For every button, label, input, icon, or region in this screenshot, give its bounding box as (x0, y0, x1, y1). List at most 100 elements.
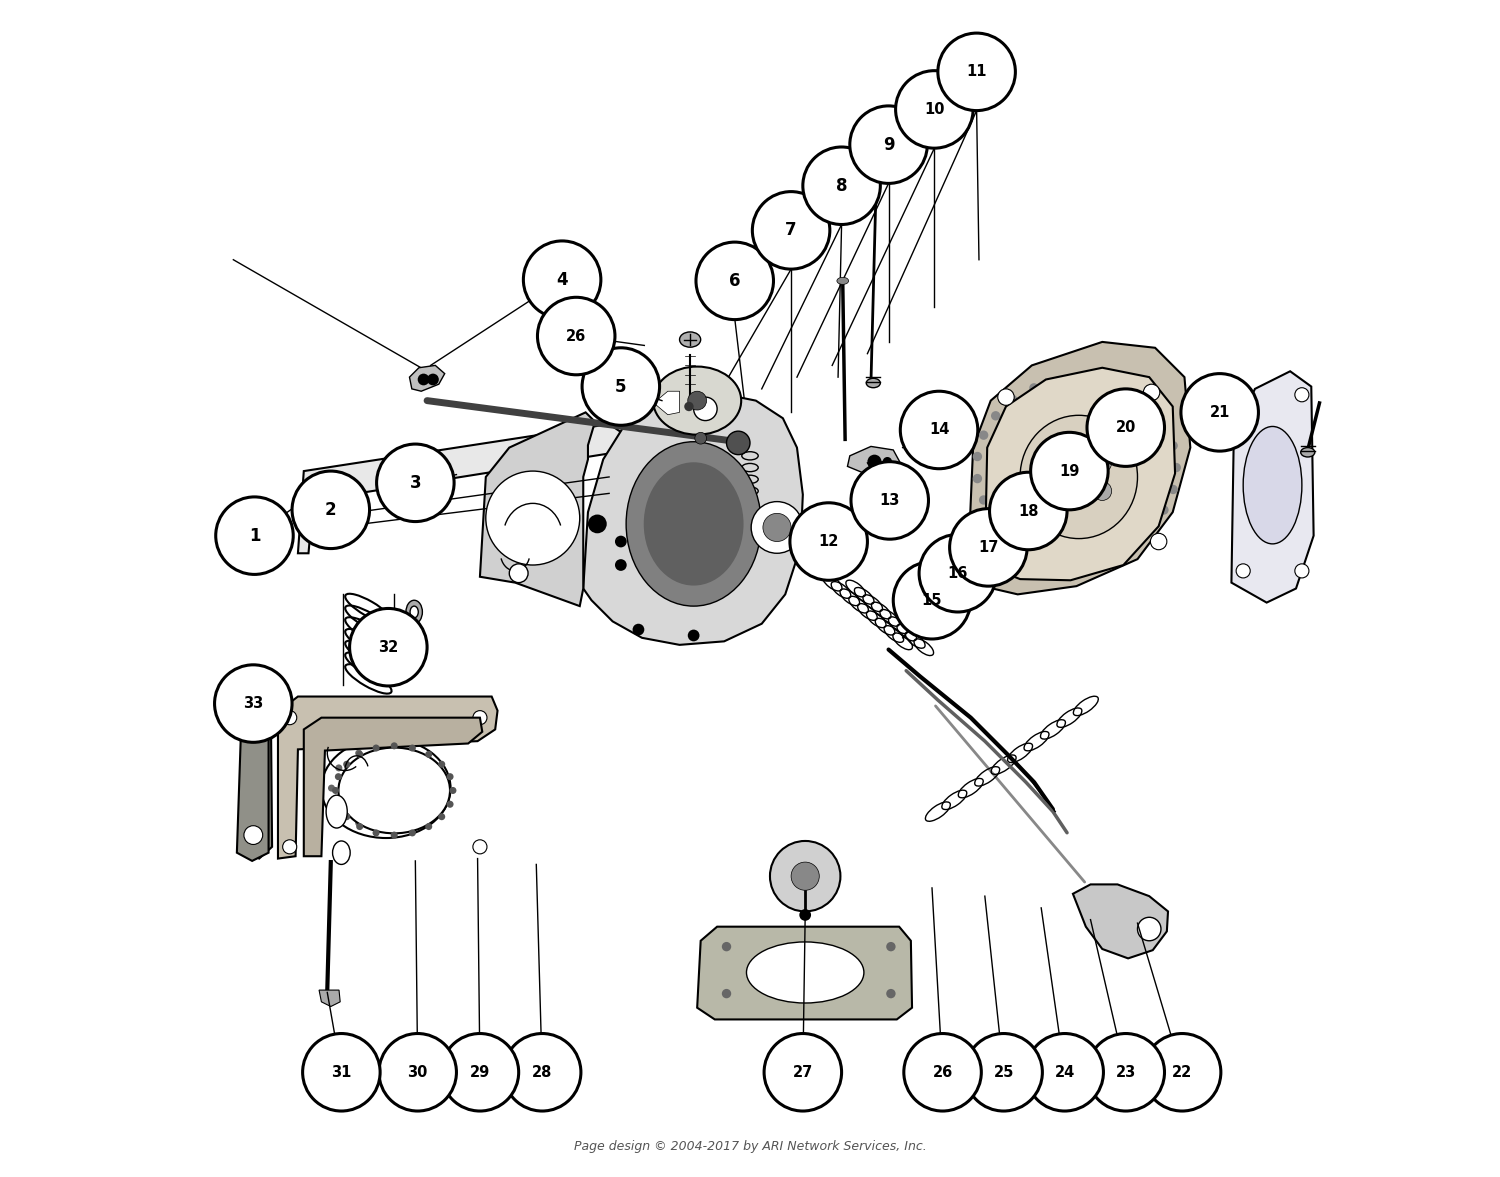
Circle shape (332, 787, 339, 794)
Text: 33: 33 (243, 696, 264, 711)
Polygon shape (584, 391, 802, 645)
Circle shape (1236, 564, 1250, 578)
Circle shape (894, 561, 971, 639)
Circle shape (282, 711, 297, 725)
Circle shape (726, 431, 750, 454)
Ellipse shape (1300, 447, 1316, 457)
Text: 19: 19 (1059, 464, 1080, 479)
Circle shape (1094, 453, 1112, 472)
Ellipse shape (333, 840, 350, 864)
Circle shape (372, 830, 380, 837)
Circle shape (1094, 481, 1112, 500)
Text: 30: 30 (408, 1065, 428, 1079)
Circle shape (436, 785, 444, 792)
Ellipse shape (747, 942, 864, 1003)
Circle shape (356, 819, 363, 826)
Circle shape (998, 545, 1014, 561)
Circle shape (615, 536, 627, 547)
Circle shape (790, 862, 819, 890)
Circle shape (441, 1033, 519, 1111)
Ellipse shape (1020, 415, 1137, 539)
Polygon shape (847, 446, 900, 474)
Polygon shape (968, 341, 1191, 594)
Text: 21: 21 (1209, 405, 1230, 420)
Circle shape (998, 388, 1014, 405)
Circle shape (410, 745, 416, 752)
Circle shape (376, 444, 454, 521)
Circle shape (896, 71, 974, 148)
Circle shape (486, 471, 579, 565)
Polygon shape (654, 391, 680, 414)
Ellipse shape (410, 606, 419, 618)
Circle shape (334, 800, 342, 807)
Circle shape (980, 496, 988, 505)
Text: 18: 18 (1019, 504, 1038, 519)
Circle shape (504, 1033, 580, 1111)
Polygon shape (320, 990, 340, 1006)
Text: 2: 2 (326, 501, 336, 519)
Circle shape (356, 823, 363, 830)
Circle shape (1070, 438, 1088, 457)
Circle shape (882, 457, 892, 466)
Circle shape (1008, 395, 1017, 405)
Circle shape (964, 1033, 1042, 1111)
Polygon shape (238, 714, 272, 858)
Text: 25: 25 (993, 1065, 1014, 1079)
Text: 5: 5 (615, 378, 627, 395)
Circle shape (524, 241, 602, 319)
Circle shape (429, 805, 436, 812)
Text: 6: 6 (729, 272, 741, 290)
Circle shape (1125, 388, 1134, 398)
Circle shape (410, 750, 417, 757)
Circle shape (216, 497, 292, 574)
Circle shape (980, 431, 988, 440)
Ellipse shape (652, 366, 741, 434)
Circle shape (303, 1033, 380, 1111)
Circle shape (1150, 533, 1167, 550)
Circle shape (1180, 373, 1258, 451)
Circle shape (752, 501, 802, 553)
Circle shape (447, 800, 453, 807)
Circle shape (1102, 379, 1112, 388)
Text: 7: 7 (786, 221, 796, 239)
Circle shape (344, 760, 350, 767)
Text: 13: 13 (879, 493, 900, 508)
Circle shape (424, 823, 432, 830)
Ellipse shape (837, 278, 849, 285)
Polygon shape (480, 412, 596, 606)
Text: 17: 17 (978, 540, 999, 554)
Circle shape (950, 508, 1028, 586)
Circle shape (990, 472, 1066, 550)
Circle shape (1144, 403, 1154, 412)
Circle shape (1030, 432, 1108, 510)
Circle shape (336, 764, 342, 771)
Circle shape (356, 750, 363, 757)
Circle shape (344, 813, 350, 820)
Circle shape (972, 474, 982, 484)
Polygon shape (237, 703, 268, 860)
Circle shape (1168, 485, 1178, 494)
Text: 16: 16 (948, 566, 968, 580)
Circle shape (1046, 453, 1065, 472)
Circle shape (867, 454, 882, 468)
Text: 1: 1 (249, 526, 259, 545)
Circle shape (382, 825, 390, 832)
Circle shape (1102, 546, 1112, 556)
Circle shape (410, 819, 417, 826)
Polygon shape (1232, 371, 1314, 603)
Text: 10: 10 (924, 102, 945, 117)
Circle shape (1172, 463, 1180, 472)
Circle shape (764, 513, 790, 541)
Circle shape (886, 942, 896, 951)
Text: 3: 3 (410, 474, 422, 492)
Circle shape (1008, 531, 1017, 540)
Circle shape (770, 840, 840, 911)
Circle shape (1144, 523, 1154, 532)
Circle shape (424, 751, 432, 758)
Circle shape (633, 624, 645, 636)
Text: 27: 27 (792, 1065, 813, 1079)
Circle shape (328, 785, 334, 792)
Polygon shape (278, 697, 498, 858)
Circle shape (696, 242, 774, 320)
Ellipse shape (865, 378, 880, 387)
